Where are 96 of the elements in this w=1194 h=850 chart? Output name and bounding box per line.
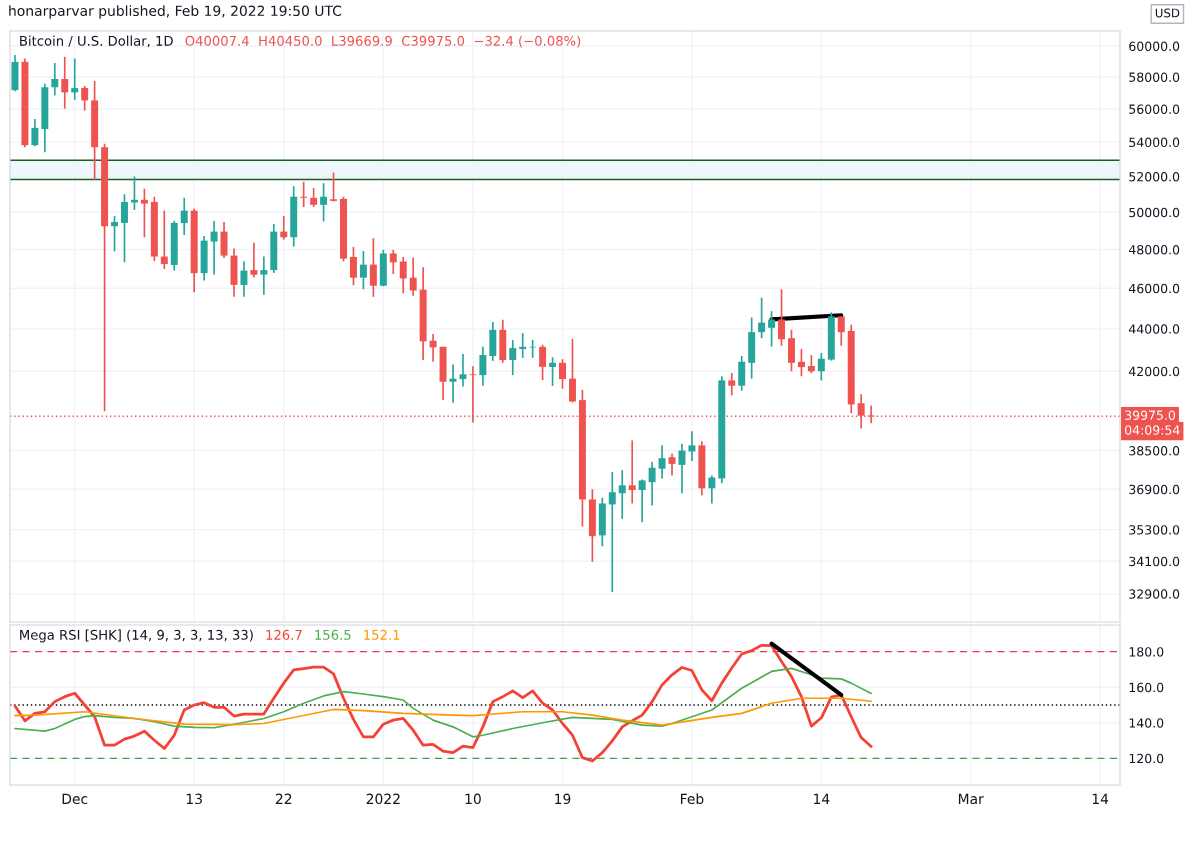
candlestick: [31, 118, 39, 148]
candlestick: [320, 182, 328, 223]
candlestick: [509, 339, 517, 376]
y-tick-label: 60000.0: [1129, 41, 1180, 51]
candlestick: [220, 221, 228, 259]
x-tick-label: Feb: [681, 793, 704, 805]
x-tick-label: 13: [186, 793, 202, 805]
y-tick-label: 32900.0: [1129, 589, 1180, 599]
candlestick: [389, 249, 397, 275]
line-series: [14, 697, 872, 726]
y-tick-label: 58000.0: [1129, 72, 1180, 82]
candlestick: [71, 57, 79, 101]
candlestick: [300, 180, 308, 208]
candlestick: [369, 237, 377, 298]
candlestick: [648, 461, 656, 507]
text: 156.5: [315, 629, 351, 640]
x-tick-label: 2022: [366, 793, 400, 805]
candlestick: [479, 345, 487, 387]
candlestick: [459, 353, 467, 388]
candlestick: [608, 471, 616, 593]
candlestick: [111, 215, 119, 253]
candlestick: [330, 171, 338, 203]
candlestick: [519, 332, 527, 359]
text: 04:09:54: [1124, 425, 1180, 435]
y-tick-label: 44000.0: [1128, 324, 1180, 334]
candlestick: [568, 337, 576, 404]
candlestick: [409, 256, 417, 297]
y-tick-label: 35300.0: [1129, 525, 1180, 535]
chart-subtitle: O40007.4 H40450.0 L39669.9 C39975.0 −32.4 (−0.08%): [185, 35, 581, 48]
y-tick-label: 160.0: [1129, 682, 1164, 693]
x-tick-label: 22: [275, 793, 292, 804]
y-tick-label: 56000.0: [1129, 104, 1180, 114]
y-tick-label: 48000.0: [1128, 244, 1180, 255]
y-tick-label: 42000.0: [1128, 366, 1180, 377]
candlestick: [658, 444, 666, 480]
candlestick: [349, 246, 357, 287]
y-tick-label: 46000.0: [1128, 283, 1180, 294]
candlestick: [260, 255, 268, 296]
x-tick-label: 14: [814, 793, 830, 804]
y-tick-label: 140.0: [1129, 718, 1164, 728]
text: 126.7: [266, 629, 302, 640]
candlestick: [81, 85, 89, 112]
candlestick: [688, 430, 696, 462]
candlestick: [738, 355, 746, 392]
x-tick-label: 19: [555, 793, 571, 805]
y-tick-label: 36900.0: [1129, 484, 1180, 495]
candlestick: [778, 288, 786, 347]
y-tick-label: 38500.0: [1129, 446, 1180, 456]
text: honarparvar published, Feb 19, 2022 19:50 UTC: [9, 5, 342, 19]
candlestick: [469, 365, 477, 424]
candlestick: [121, 193, 128, 264]
candlestick: [797, 348, 805, 378]
candlestick: [310, 187, 318, 208]
candlestick: [837, 315, 845, 347]
x-tick-label: Dec: [62, 793, 88, 805]
x-tick-label: 14: [1092, 793, 1109, 804]
candlestick: [399, 256, 407, 295]
text: USD: [1155, 8, 1180, 18]
candlestick: [51, 62, 59, 97]
candlestick: [180, 196, 188, 236]
ref-line-label: 39975.0: [1125, 410, 1176, 420]
chart-title: Bitcoin / U.S. Dollar, 1D: [20, 35, 173, 48]
candlestick: [539, 343, 547, 382]
line-series: [13, 643, 873, 763]
candlestick: [160, 209, 168, 270]
candlestick: [359, 250, 367, 291]
candlestick: [140, 187, 148, 239]
candlestick: [708, 474, 716, 505]
candlestick: [668, 452, 676, 477]
candlestick: [628, 439, 636, 505]
candlestick: [768, 310, 776, 348]
chart-title: Mega RSI [SHK] (14, 9, 3, 3, 13, 33): [20, 629, 253, 643]
candlestick: [280, 215, 288, 241]
candlestick: [549, 356, 557, 387]
candlestick: [559, 358, 566, 390]
candlestick: [250, 241, 258, 279]
y-tick-label: 34100.0: [1129, 556, 1180, 567]
y-tick-label: 50000.0: [1129, 207, 1180, 218]
y-tick-label: 54000.0: [1129, 137, 1180, 148]
line-series: [14, 667, 872, 738]
candlestick: [728, 372, 736, 397]
candlestick: [210, 220, 218, 276]
candlestick: [618, 469, 626, 520]
candlestick: [240, 260, 248, 298]
text: 152.1: [364, 629, 400, 640]
y-tick-label: 120.0: [1129, 753, 1164, 764]
candlestick: [638, 478, 646, 524]
candlestick: [678, 442, 686, 495]
candlestick: [807, 354, 815, 375]
candlestick: [61, 55, 69, 110]
y-tick-label: 180.0: [1129, 647, 1164, 657]
x-tick-label: Mar: [958, 793, 984, 805]
candlestick: [758, 296, 766, 340]
y-tick-label: 52000.0: [1129, 172, 1180, 182]
candlestick: [817, 352, 825, 382]
x-tick-label: 10: [465, 793, 481, 805]
